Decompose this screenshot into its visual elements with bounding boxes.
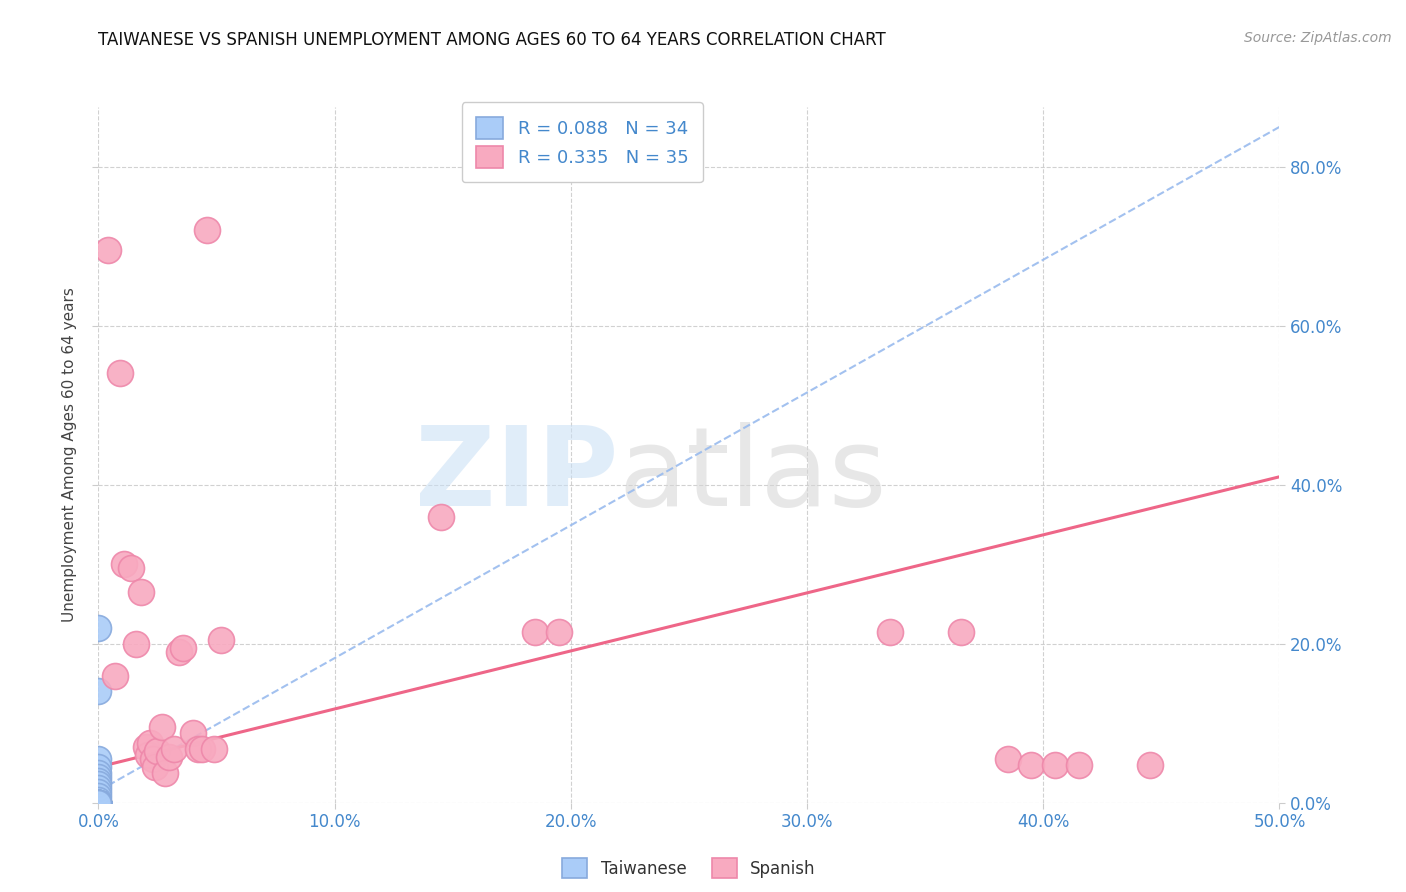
Point [87, 770, 110, 784]
Point [153, 765, 176, 780]
Point [167, 645, 190, 659]
Point [87, 796, 110, 810]
Point [146, 744, 169, 758]
Point [121, 561, 143, 575]
Point [1021, 757, 1043, 772]
Point [129, 585, 152, 599]
Point [879, 624, 901, 639]
Point [87, 796, 110, 810]
Point [142, 752, 165, 766]
Point [87, 796, 110, 810]
Text: ZIP: ZIP [415, 422, 619, 529]
Point [87, 796, 110, 810]
Point [125, 637, 148, 651]
Point [87, 796, 110, 810]
Point [135, 740, 157, 755]
Point [136, 748, 159, 763]
Point [1139, 757, 1161, 772]
Point [87, 796, 110, 810]
Point [87, 789, 110, 803]
Point [108, 367, 131, 381]
Point [87, 796, 110, 810]
Point [87, 777, 110, 791]
Point [87, 621, 110, 635]
Point [87, 796, 110, 810]
Point [172, 640, 194, 655]
Text: TAIWANESE VS SPANISH UNEMPLOYMENT AMONG AGES 60 TO 64 YEARS CORRELATION CHART: TAIWANESE VS SPANISH UNEMPLOYMENT AMONG … [98, 31, 886, 49]
Point [87, 684, 110, 698]
Point [87, 760, 110, 774]
Point [139, 736, 162, 750]
Point [1067, 757, 1090, 772]
Text: Source: ZipAtlas.com: Source: ZipAtlas.com [1244, 31, 1392, 45]
Point [87, 796, 110, 810]
Point [104, 668, 127, 682]
Point [87, 752, 110, 766]
Point [548, 624, 571, 639]
Point [87, 796, 110, 810]
Point [202, 741, 225, 756]
Point [87, 796, 110, 810]
Point [187, 741, 209, 756]
Legend: Taiwanese, Spanish: Taiwanese, Spanish [555, 851, 823, 885]
Point [87, 796, 110, 810]
Point [430, 509, 453, 524]
Point [87, 773, 110, 788]
Point [87, 796, 110, 810]
Point [157, 749, 180, 764]
Point [87, 796, 110, 810]
Point [191, 741, 214, 756]
Text: atlas: atlas [619, 422, 887, 529]
Point [181, 726, 204, 740]
Point [87, 796, 110, 810]
Point [87, 796, 110, 810]
Point [87, 780, 110, 795]
Point [524, 624, 547, 639]
Point [87, 765, 110, 780]
Y-axis label: Unemployment Among Ages 60 to 64 years: Unemployment Among Ages 60 to 64 years [62, 287, 77, 623]
Point [87, 785, 110, 799]
Point [997, 752, 1019, 766]
Point [209, 632, 232, 647]
Point [87, 796, 110, 810]
Point [87, 792, 110, 806]
Point [195, 223, 218, 237]
Point [87, 796, 110, 810]
Point [949, 624, 972, 639]
Point [87, 796, 110, 810]
Point [163, 741, 186, 756]
Point [97, 243, 120, 257]
Point [150, 720, 173, 734]
Point [143, 760, 166, 774]
Point [1043, 757, 1066, 772]
Point [87, 796, 110, 810]
Point [87, 796, 110, 810]
Point [87, 796, 110, 810]
Point [112, 558, 135, 572]
